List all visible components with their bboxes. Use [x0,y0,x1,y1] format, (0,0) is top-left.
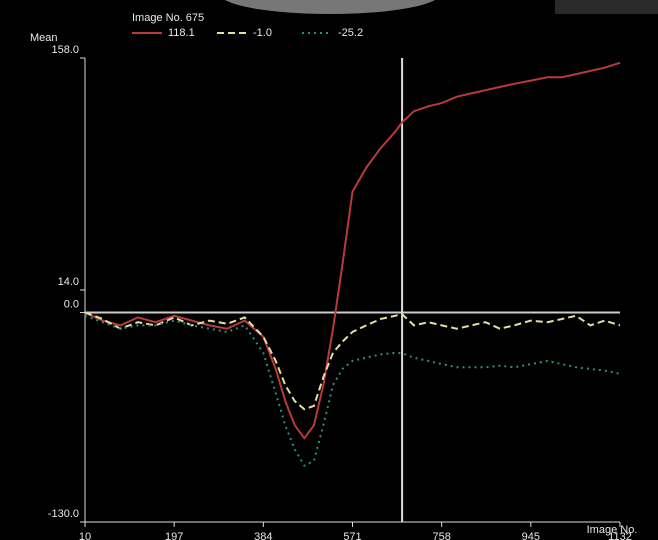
x-tick-label: 758 [432,531,450,540]
x-tick-label: 384 [254,531,272,540]
x-tick-label: 197 [165,531,183,540]
chart: Mean Image No. Image No. 675 158.014.00.… [0,0,658,540]
legend-label: -1.0 [253,27,272,39]
window-decoration [555,0,658,14]
legend-title: Image No. 675 [132,12,204,24]
y-tick-label: 158.0 [51,44,79,56]
background [0,0,658,540]
legend-label: -25.2 [338,27,363,39]
y-tick-label: 0.0 [64,298,79,310]
x-tick-label: 571 [343,531,361,540]
x-tick-label: 10 [79,531,91,540]
x-tick-label: 1132 [608,531,632,540]
y-axis-label: Mean [30,32,58,44]
y-tick-label: -130.0 [48,508,79,520]
y-tick-label: 14.0 [58,276,79,288]
x-tick-label: 945 [522,531,540,540]
legend-label: 118.1 [168,27,195,39]
